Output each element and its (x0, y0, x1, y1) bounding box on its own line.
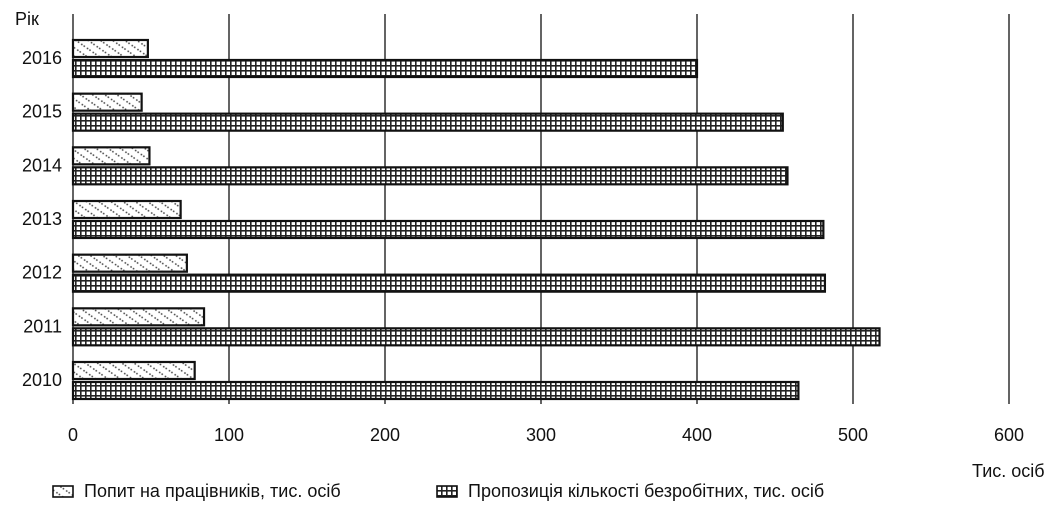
y-tick-label: 2014 (22, 155, 62, 175)
y-tick-label: 2012 (22, 263, 62, 283)
grid-lines (72, 14, 1010, 404)
bars (71, 38, 881, 401)
bar-demand-2013 (71, 199, 182, 220)
bar-demand-2011 (71, 307, 206, 327)
legend-label-supply: Пропозиція кількості безробітних, тис. о… (468, 481, 825, 501)
bar-supply-2015 (71, 112, 784, 132)
x-tick-label: 300 (526, 425, 556, 445)
labels: 0 100 200 300 400 500 600 2016 2015 2014 2013 2012 2… (22, 48, 1024, 445)
bar-supply-2012 (71, 273, 827, 293)
bar-demand-2015 (71, 92, 143, 112)
demand-swatch-icon (52, 485, 74, 498)
x-tick-label: 100 (214, 425, 244, 445)
y-tick-label: 2016 (22, 48, 62, 68)
bar-chart: 0 100 200 300 400 500 600 2016 2015 2014 2013 2012 2… (15, 9, 1045, 478)
legend: Попит на працівників, тис. осіб Пропозиц… (0, 481, 1063, 509)
x-tick-label: 400 (682, 425, 712, 445)
bar-supply-2011 (71, 327, 881, 347)
bar-demand-2010 (71, 360, 196, 381)
x-tick-label: 600 (994, 425, 1024, 445)
x-tick-label: 500 (838, 425, 868, 445)
y-tick-label: 2011 (23, 316, 62, 336)
y-tick-label: 2010 (22, 370, 62, 390)
legend-label-demand: Попит на працівників, тис. осіб (84, 481, 341, 501)
bar-demand-2016 (71, 38, 149, 59)
bar-supply-2014 (71, 166, 789, 186)
y-tick-label: 2015 (22, 102, 62, 122)
bar-demand-2014 (71, 146, 151, 166)
x-tick-label: 200 (370, 425, 400, 445)
x-tick-label: 0 (68, 425, 78, 445)
y-tick-label: 2013 (22, 209, 62, 229)
legend-item-demand: Попит на працівників, тис. осіб (52, 481, 341, 502)
bar-supply-2010 (71, 380, 800, 401)
bar-supply-2013 (71, 219, 825, 240)
x-axis-label: Тис. осіб (972, 461, 1045, 478)
supply-swatch-icon (436, 485, 458, 498)
bar-demand-2012 (71, 253, 188, 273)
legend-item-supply: Пропозиція кількості безробітних, тис. о… (436, 481, 824, 502)
y-axis-label: Рік (15, 9, 39, 29)
bar-supply-2016 (71, 58, 699, 79)
